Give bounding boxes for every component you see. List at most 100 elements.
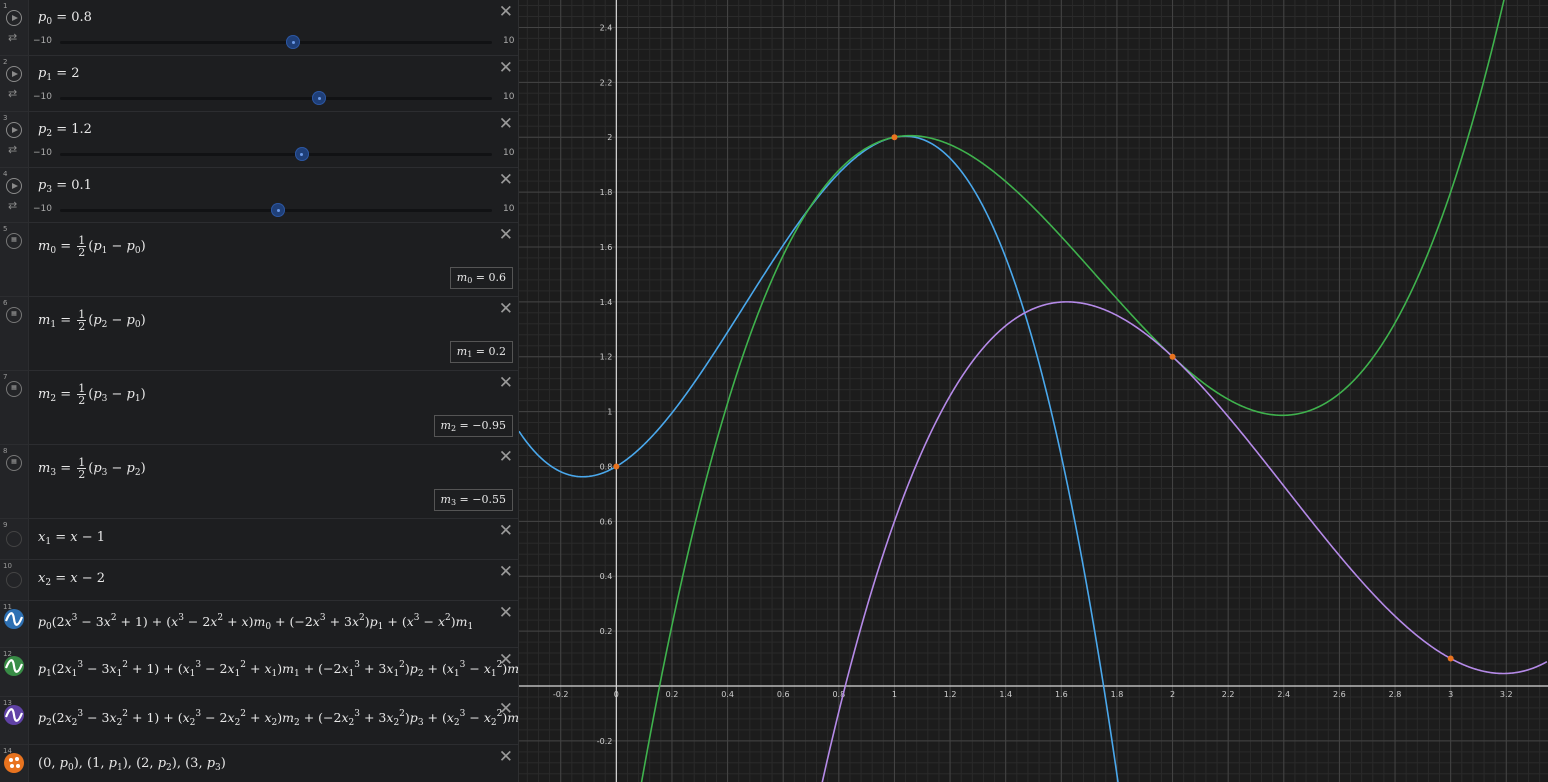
- slider-min[interactable]: −10: [33, 148, 52, 158]
- expression-row[interactable]: 11 ✕ p0(2x3 − 3x2 + 1) + (x3 − 2x2 + x)m0 …: [0, 601, 518, 648]
- shift-expression[interactable]: x2 = x − 2: [38, 571, 106, 588]
- slider-max[interactable]: 10: [503, 36, 515, 46]
- y-tick-label: 1.6: [600, 243, 613, 252]
- expression-row[interactable]: 14 ✕ (0, p0), (1, p1), (2, p2), (3, p3): [0, 745, 518, 782]
- close-icon[interactable]: ✕: [498, 2, 513, 22]
- subscript: 1: [490, 669, 497, 679]
- close-icon[interactable]: ✕: [498, 225, 513, 245]
- expression-row[interactable]: 5 ▦ ✕ m0 = 1 2 (p1 − p0) m0 = 0.6: [0, 223, 518, 297]
- expression-row[interactable]: 1 ⇄ ✕ p0 = 0.8 −10 10: [0, 0, 518, 56]
- close-icon[interactable]: ✕: [498, 114, 513, 134]
- expression-row[interactable]: 10 ✕ x2 = x − 2: [0, 560, 518, 601]
- subscript: 3: [50, 468, 57, 478]
- slider-track[interactable]: [60, 153, 492, 156]
- subscript: 1: [393, 669, 400, 679]
- loop-icon[interactable]: ⇄: [8, 87, 18, 100]
- expression-row[interactable]: 12 ✕ p1(2x13 − 3x12 + 1) + (x13 − 2x12 + x…: [0, 648, 518, 697]
- close-icon[interactable]: ✕: [498, 447, 513, 467]
- tangent-expression[interactable]: m0 = 1 2 (p1 − p0): [38, 234, 146, 259]
- hidden-toggle-icon[interactable]: [6, 572, 22, 588]
- hermite-expression[interactable]: p0(2x3 − 3x2 + 1) + (x3 − 2x2 + x)m0 + (…: [38, 613, 474, 632]
- expression-gutter: 11: [0, 601, 29, 647]
- graph-background: [519, 0, 1548, 782]
- slider-track[interactable]: [60, 41, 492, 44]
- tangent-expression[interactable]: m2 = 1 2 (p3 − p1): [38, 382, 146, 407]
- slider-expression[interactable]: p2 = 1.2: [38, 122, 92, 139]
- hermite-expression[interactable]: p2(2x23 − 3x22 + 1) + (x23 − 2x22 + x2)m…: [38, 709, 519, 728]
- slider-expression[interactable]: p0 = 0.8: [38, 10, 92, 27]
- loop-icon[interactable]: ⇄: [8, 31, 18, 44]
- curve-color-icon[interactable]: [4, 609, 24, 629]
- subscript: 1: [467, 622, 474, 632]
- close-icon[interactable]: ✕: [498, 170, 513, 190]
- slider-max[interactable]: 10: [503, 148, 515, 158]
- expression-row[interactable]: 3 ⇄ ✕ p2 = 1.2 −10 10: [0, 112, 518, 168]
- graph-canvas[interactable]: -0.2 0 0.2 0.4 0.6 0.8 1 1.2 1.4 1.6 1.8 2 2.2 2.4 2.6…: [519, 0, 1548, 782]
- expression-index: 8: [3, 447, 8, 455]
- hermite-curve-segment-1[interactable]: [519, 0, 1547, 782]
- y-tick-label: 1.2: [600, 353, 613, 362]
- table-icon[interactable]: ▦: [6, 233, 22, 249]
- slider-max[interactable]: 10: [503, 204, 515, 214]
- close-icon[interactable]: ✕: [498, 747, 513, 767]
- table-icon[interactable]: ▦: [6, 381, 22, 397]
- control-point[interactable]: [613, 463, 620, 470]
- subscript: 2: [134, 468, 141, 478]
- control-point[interactable]: [891, 134, 898, 141]
- curve-color-icon[interactable]: [4, 656, 24, 676]
- table-icon[interactable]: ▦: [6, 455, 22, 471]
- tangent-expression[interactable]: m3 = 1 2 (p3 − p2): [38, 456, 146, 481]
- slider-min[interactable]: −10: [33, 36, 52, 46]
- slider-handle[interactable]: [286, 35, 301, 49]
- close-icon[interactable]: ✕: [498, 699, 513, 719]
- points-expression[interactable]: (0, p0), (1, p1), (2, p2), (3, p3): [38, 756, 226, 773]
- control-point[interactable]: [1169, 353, 1176, 360]
- table-icon[interactable]: ▦: [6, 307, 22, 323]
- subscript: 1: [467, 350, 473, 359]
- expression-row[interactable]: 7 ▦ ✕ m2 = 1 2 (p3 − p1) m2 = −0.95: [0, 371, 518, 445]
- slider-expression[interactable]: p1 = 2: [38, 66, 80, 83]
- expression-row[interactable]: 9 ✕ x1 = x − 1: [0, 519, 518, 560]
- slider-handle[interactable]: [294, 147, 309, 161]
- expression-row[interactable]: 4 ⇄ ✕ p3 = 0.1 −10 10: [0, 168, 518, 223]
- play-icon[interactable]: [6, 66, 22, 82]
- expression-row[interactable]: 2 ⇄ ✕ p1 = 2 −10 10: [0, 56, 518, 112]
- close-icon[interactable]: ✕: [498, 299, 513, 319]
- slider-expression[interactable]: p3 = 0.1: [38, 178, 92, 195]
- expression-row[interactable]: 8 ▦ ✕ m3 = 1 2 (p3 − p2) m3 = −0.55: [0, 445, 518, 519]
- expression-row[interactable]: 13 ✕ p2(2x23 − 3x22 + 1) + (x23 − 2x22 + x…: [0, 697, 518, 745]
- slider-handle[interactable]: [271, 203, 286, 217]
- tangent-expression[interactable]: m1 = 1 2 (p2 − p0): [38, 308, 146, 333]
- hermite-curve-segment-2[interactable]: [558, 301, 1548, 782]
- close-icon[interactable]: ✕: [498, 603, 513, 623]
- curve-color-icon[interactable]: [4, 705, 24, 725]
- subscript: 1: [50, 320, 57, 330]
- slider-max[interactable]: 10: [503, 92, 515, 102]
- play-icon[interactable]: [6, 178, 22, 194]
- hidden-toggle-icon[interactable]: [6, 531, 22, 547]
- evaluation-value: −0.55: [472, 493, 506, 506]
- expression-row[interactable]: 6 ▦ ✕ m1 = 1 2 (p2 − p0) m1 = 0.2: [0, 297, 518, 371]
- close-icon[interactable]: ✕: [498, 521, 513, 541]
- control-point[interactable]: [1447, 655, 1454, 662]
- close-icon[interactable]: ✕: [498, 373, 513, 393]
- points-icon[interactable]: [4, 753, 24, 773]
- denominator: 2: [78, 394, 86, 407]
- loop-icon[interactable]: ⇄: [8, 143, 18, 156]
- slider-handle[interactable]: [312, 91, 327, 105]
- play-icon[interactable]: [6, 122, 22, 138]
- loop-icon[interactable]: ⇄: [8, 199, 18, 212]
- hermite-expression[interactable]: p1(2x13 − 3x12 + 1) + (x13 − 2x12 + x1)m…: [38, 660, 519, 679]
- x-tick-label: 1: [892, 690, 897, 699]
- slider-min[interactable]: −10: [33, 92, 52, 102]
- slider-track[interactable]: [60, 97, 492, 100]
- play-icon[interactable]: [6, 10, 22, 26]
- shift-expression[interactable]: x1 = x − 1: [38, 530, 106, 547]
- close-icon[interactable]: ✕: [498, 650, 513, 670]
- hermite-curve-segment-0[interactable]: [519, 135, 1303, 782]
- subscript: 2: [46, 718, 52, 728]
- slider-min[interactable]: −10: [33, 204, 52, 214]
- close-icon[interactable]: ✕: [498, 58, 513, 78]
- close-icon[interactable]: ✕: [498, 562, 513, 582]
